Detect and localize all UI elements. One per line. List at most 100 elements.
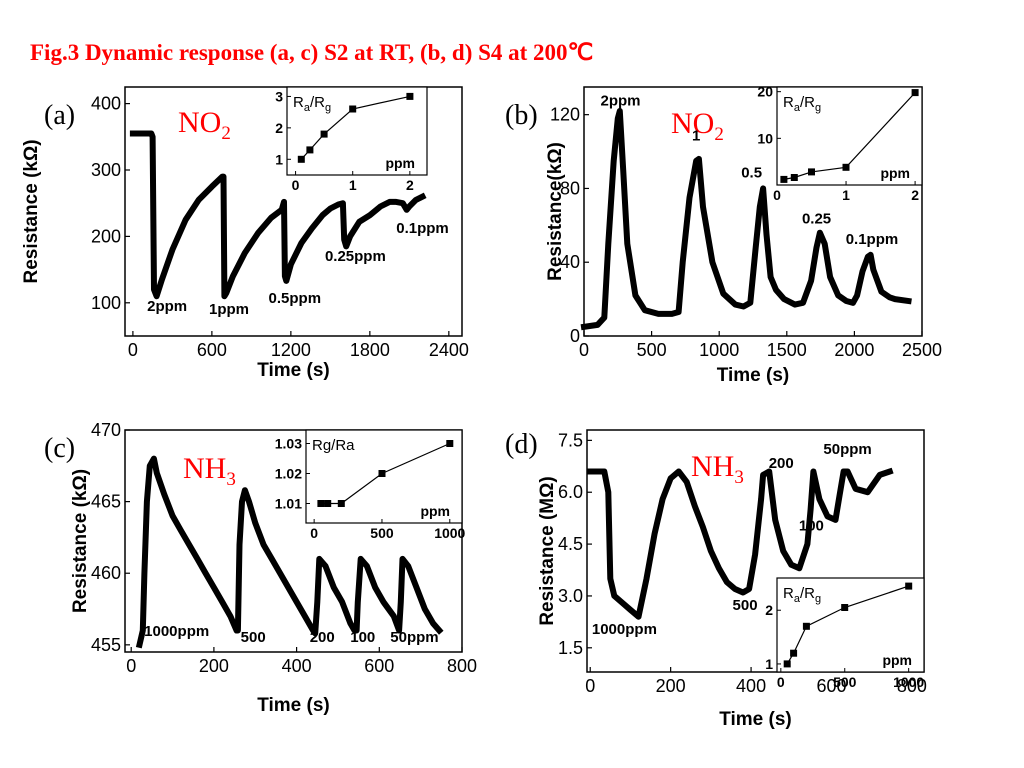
panel-c-inset-point [317,500,325,507]
panel-c-inset-xlabel: ppm [420,503,450,519]
panel-d-annotation: 200 [769,455,794,472]
panel-b-frame [583,86,923,337]
panel-b-xtick-label: 1500 [767,340,807,360]
panel-d-frame [586,429,925,673]
panel-a-inset-ylabel: Ra/Rg [293,94,331,114]
panel-a-ytick-label: 200 [91,226,121,246]
panel-b-xtick-label: 500 [637,340,667,360]
panel-a-xtick-label: 1800 [350,340,390,360]
panel-b-inset-ylabel-r1: R [783,94,794,111]
panel-c-inset-point [446,440,454,447]
panel-d-ytick-label: 3.0 [558,586,583,606]
panel-b-annotation: 1 [692,127,700,144]
panel-d-inset-point [802,622,810,630]
panel-b-ytick-label: 120 [550,105,580,125]
panel-a-inset-ylabel-sub2: g [325,102,331,114]
panel-a-inset-frame [286,86,428,176]
panel-d-inset-xtick-label: 0 [777,674,785,690]
panel-a-annotation: 0.25ppm [325,248,386,265]
panel-d-inset-frame [776,577,925,673]
panel-d-inset-ytick-label: 1 [765,656,773,672]
panel-b-inset: 0 1 2 10 20 ppm Ra/Rg [757,84,923,203]
panel-b-inset-xtick-label: 0 [773,187,781,203]
panel-a-inset-ytick-label: 2 [275,120,283,136]
panel-c-inset-point [337,500,345,507]
panel-d-gas-label: NH3 [691,450,744,488]
panel-d-ytick-label: 1.5 [558,638,583,658]
panel-a-inset-xtick-label: 0 [292,177,300,193]
panel-b-inset-point [790,174,798,181]
panel-d-inset-ylabel: Ra/Rg [783,585,821,605]
panel-c-inset-point [324,500,332,507]
panel-a-annotation: 0.5ppm [269,290,322,307]
panel-d-inset-point [790,649,798,657]
panel-a-inset-xtick-label: 1 [349,177,357,193]
panel-d-ytick-label: 6.0 [558,482,583,502]
panel-c-inset-ylabel: Rg/Ra [312,437,355,454]
panel-d-annotation: 1000ppm [592,621,657,638]
panel-d-series-line [587,467,894,620]
panel-d-xtick-label: 0 [585,676,595,696]
panel-c-inset-ylabel-text: Rg/Ra [312,437,355,454]
panel-d-inset-xtick-label: 1000 [893,674,924,690]
panel-a-annotation: 1ppm [209,301,249,318]
panel-b-inset-ytick-label: 20 [757,84,773,100]
panel-b-ytick-label: 0 [570,326,580,346]
panel-c-annotation: 200 [310,629,335,646]
panel-d-inset-ytick-label: 2 [765,602,773,618]
panel-b-ytick-label: 40 [560,252,580,272]
panel-c-inset-xtick-label: 500 [370,525,394,541]
panel-d-y-axis-label: Resistance (MΩ) [537,476,558,625]
panel-b-gas-base: NO [671,107,714,140]
panel-d-inset-xlabel: ppm [882,652,912,668]
panel-a-inset-ylabel-mid: /R [310,94,325,111]
panel-b-xtick-label: 0 [579,340,589,360]
panel-b-inset-point [780,175,788,183]
panel-b-inset-ylabel-mid: /R [800,94,815,111]
panel-a-inset-point [349,105,357,113]
panel-b-inset-xtick-label: 2 [911,187,919,203]
panel-a-inset-point [297,155,305,163]
slide-title: Fig.3 Dynamic response (a, c) S2 at RT, … [30,40,594,65]
panel-c-ytick-label: 460 [91,563,121,583]
panel-a-xtick-label: 2400 [429,340,469,360]
panel-c-annotation: 50ppm [390,629,438,646]
panel-d-x-axis-label: Time (s) [719,709,792,730]
panel-c-inset-ytick-label: 1.01 [275,496,302,512]
panel-c-xtick-label: 200 [199,656,229,676]
panel-c-inset-xtick-label: 0 [310,525,318,541]
panel-d-annotation: 50ppm [823,441,871,458]
panel-d-inset-point [841,604,849,611]
panel-a-inset-point [306,146,314,154]
panel-b-inset-ylabel-sub2: g [815,102,821,114]
panel-a-inset-ytick-label: 1 [275,151,283,167]
panel-d-inset-ylabel-sub2: g [815,593,821,605]
panel-d-inset-ylabel-r1: R [783,585,794,602]
panel-b-inset-ylabel: Ra/Rg [783,94,821,114]
panel-c-xtick-label: 800 [447,656,477,676]
panel-c-gas-subscript: 3 [226,469,236,490]
panel-d-inset-point [905,582,913,590]
panel-d-gas-subscript: 3 [734,467,744,488]
panel-d-inset-xtick-label: 500 [833,674,857,690]
panel-b-annotation: 0.1ppm [846,231,899,248]
panel-b-annotation: 0.5 [741,164,762,181]
panel-b-xtick-label: 2000 [834,340,874,360]
panel-b-gas-subscript: 2 [714,124,724,145]
panel-c-ytick-label: 455 [91,635,121,655]
panel-d-xtick-label: 800 [897,676,927,696]
panel-b-inset-point [911,89,919,97]
panel-a-inset-ylabel-sub1: a [304,102,311,114]
panel-d-ytick-label: 4.5 [558,534,583,554]
panel-d: 0 200 400 600 800 1.5 3.0 4.5 6.0 7.5 Time (s) Resi… [505,429,927,730]
panel-a: 0 600 1200 1800 2400 100 200 300 400 Time (s) Resi… [21,86,469,381]
panel-a-annotation: 0.1ppm [396,220,449,237]
panel-b-ytick-label: 80 [560,178,580,198]
panel-b-inset-xlabel: ppm [880,165,910,181]
panel-d-gas-base: NH [691,450,734,483]
panel-b-x-axis-label: Time (s) [717,365,790,386]
panel-c-y-axis-label: Resistance (kΩ) [70,469,91,613]
panel-d-inset-ylabel-mid: /R [800,585,815,602]
panel-b-inset-point [808,168,815,176]
